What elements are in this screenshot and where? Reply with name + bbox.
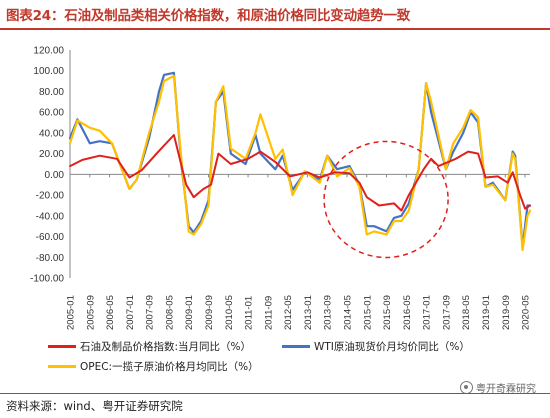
legend-label-yellow: OPEC:一揽子原油价格月均同比（%） bbox=[80, 361, 259, 373]
y-tick-label: 0.00 bbox=[45, 170, 65, 181]
series-line-yellow bbox=[68, 74, 532, 252]
x-tick-label: 2009-09 bbox=[204, 295, 215, 330]
x-tick-label: 2007-01 bbox=[125, 295, 136, 330]
x-tick-label: 2013-01 bbox=[303, 295, 314, 330]
x-tick-label: 2015-01 bbox=[362, 295, 373, 330]
legend-label-red: 石油及制品价格指数:当月同比（%） bbox=[80, 341, 252, 353]
x-tick-label: 2010-05 bbox=[224, 295, 235, 330]
y-tick-label: 20.00 bbox=[39, 149, 64, 160]
x-tick-label: 2020-05 bbox=[521, 295, 532, 330]
x-tick-label: 2016-05 bbox=[402, 295, 413, 330]
x-tick-label: 2019-01 bbox=[481, 295, 492, 330]
title-rule bbox=[0, 28, 550, 30]
legend-item-red: 石油及制品价格指数:当月同比（%） bbox=[48, 339, 251, 354]
y-tick-label: -80.00 bbox=[36, 253, 65, 264]
watermark-text: 粤开奇霖研究 bbox=[476, 384, 536, 395]
x-tick-label: 2017-09 bbox=[441, 295, 452, 330]
x-tick-label: 2005-09 bbox=[85, 295, 96, 330]
series-line-blue bbox=[68, 71, 532, 248]
x-tick-label: 2011-01 bbox=[244, 296, 255, 330]
y-tick-label: -40.00 bbox=[36, 211, 65, 222]
x-tick-label: 2019-09 bbox=[501, 295, 512, 330]
x-tick-label: 2014-05 bbox=[342, 295, 353, 330]
series-line-red bbox=[69, 134, 531, 212]
y-tick-label: -100.00 bbox=[30, 274, 64, 285]
y-tick-label: -60.00 bbox=[36, 232, 65, 243]
source-note: 资料来源：wind、粤开证券研究院 bbox=[6, 399, 183, 413]
legend-swatch-blue bbox=[282, 345, 310, 348]
x-tick-label: 2009-01 bbox=[184, 295, 195, 330]
x-tick-label: 2005-01 bbox=[66, 295, 77, 330]
x-tick-label: 2017-01 bbox=[422, 295, 433, 330]
y-tick-label: 100.00 bbox=[33, 66, 64, 77]
legend-label-blue: WTI原油现货价月均价同比（%） bbox=[314, 341, 470, 353]
y-tick-label: -20.00 bbox=[36, 191, 65, 202]
legend-swatch-yellow bbox=[48, 365, 76, 368]
legend-item-yellow: OPEC:一揽子原油价格月均同比（%） bbox=[48, 359, 259, 374]
legend-swatch-red bbox=[48, 345, 76, 348]
bottom-rule bbox=[0, 393, 550, 394]
x-tick-label: 2007-09 bbox=[145, 295, 156, 330]
y-tick-label: 120.00 bbox=[33, 46, 64, 57]
x-tick-label: 2011-09 bbox=[263, 296, 274, 330]
x-tick-label: 2012-05 bbox=[283, 295, 294, 330]
y-tick-label: 80.00 bbox=[39, 87, 64, 98]
y-tick-label: 40.00 bbox=[39, 128, 64, 139]
x-tick-label: 2008-05 bbox=[164, 295, 175, 330]
x-tick-label: 2013-09 bbox=[323, 295, 334, 330]
x-tick-label: 2006-05 bbox=[105, 295, 116, 330]
x-tick-label: 2018-05 bbox=[461, 295, 472, 330]
legend-item-blue: WTI原油现货价月均价同比（%） bbox=[282, 339, 470, 354]
highlight-circle bbox=[323, 140, 449, 259]
figure-title: 图表24：石油及制品类相关价格指数，和原油价格同比变动趋势一致 bbox=[6, 8, 411, 24]
y-tick-label: 60.00 bbox=[39, 108, 64, 119]
x-tick-label: 2015-09 bbox=[382, 295, 393, 330]
